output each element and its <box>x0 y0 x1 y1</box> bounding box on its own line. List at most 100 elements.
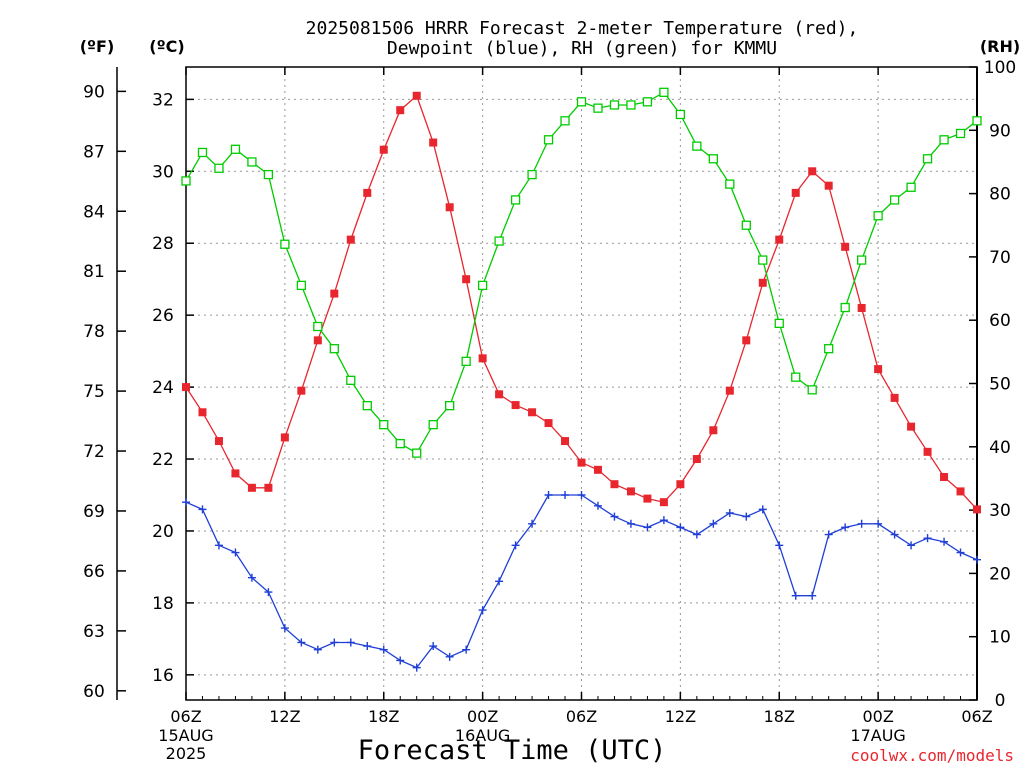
rh-tick-label: 100 <box>984 58 1016 78</box>
rh-tick-label: 30 <box>989 501 1011 521</box>
rh-point <box>445 401 455 411</box>
temperature-point <box>478 354 487 363</box>
dewpoint-point <box>956 548 965 557</box>
temperature-point <box>808 167 817 176</box>
grid-lines <box>186 67 977 700</box>
temperature-point <box>610 480 619 489</box>
dewpoint-point <box>841 523 850 532</box>
dewpoint-point <box>626 519 635 528</box>
rh-tick-label: 70 <box>989 248 1011 268</box>
dewpoint-point <box>379 645 388 654</box>
dewpoint-point <box>824 530 833 539</box>
x-tick-date-label: 15AUG <box>158 726 213 745</box>
temperature-point <box>709 426 718 435</box>
rh-point <box>412 448 422 458</box>
chart-title-line2: Dewpoint (blue), RH (green) for KMMU <box>387 38 777 59</box>
x-tick-label: 18Z <box>764 707 795 726</box>
rh-point <box>626 100 636 110</box>
dewpoint-point <box>857 519 866 528</box>
rh-point <box>906 182 916 192</box>
rh-point <box>725 179 735 189</box>
dewpoint-point <box>808 591 817 600</box>
temperature-point <box>214 437 223 446</box>
fahrenheit-tick-label: 75 <box>83 382 105 402</box>
rh-point <box>791 372 801 382</box>
temperature-point <box>379 145 388 154</box>
rh-point <box>560 116 570 126</box>
dewpoint-point <box>791 591 800 600</box>
rh-point <box>692 141 702 151</box>
temperature-point <box>363 188 372 197</box>
rh-point <box>856 255 867 265</box>
rh-point <box>543 135 554 145</box>
x-tick-label: 12Z <box>665 707 696 726</box>
fahrenheit-tick-label: 87 <box>83 142 105 162</box>
rh-point <box>280 239 290 249</box>
rh-tick-label: 60 <box>989 311 1011 331</box>
dewpoint-point <box>890 530 899 539</box>
x-tick-date-label: 17AUG <box>850 726 905 745</box>
temperature-point <box>528 408 537 417</box>
dewpoint-point <box>643 523 652 532</box>
celsius-tick-label: 24 <box>152 378 174 398</box>
rh-point <box>659 87 669 97</box>
rh-point <box>889 195 900 205</box>
dewpoint-point <box>478 606 487 615</box>
dewpoint-point <box>330 638 339 647</box>
rh-point <box>741 220 751 230</box>
plot-frame <box>185 66 978 701</box>
dewpoint-point <box>313 645 322 654</box>
rh-point <box>379 419 389 430</box>
rh-point <box>824 344 834 354</box>
dewpoint-point <box>676 523 685 532</box>
rh-point <box>197 147 208 158</box>
temperature-point <box>247 483 256 492</box>
rh-point <box>362 401 372 411</box>
celsius-tick-label: 28 <box>152 234 174 254</box>
rh-point <box>494 236 504 246</box>
rh-point <box>758 255 768 265</box>
rh-point <box>609 100 620 110</box>
temperature-point <box>429 138 438 147</box>
fahrenheit-tick-label: 78 <box>83 322 105 342</box>
temperature-point <box>923 447 932 456</box>
temperature-point <box>495 390 504 399</box>
rh-point <box>527 169 537 180</box>
rh-tick-label: 50 <box>989 375 1011 395</box>
temperature-point <box>264 483 273 492</box>
temperature-point <box>742 336 751 345</box>
x-tick-label: 06Z <box>961 707 992 726</box>
rh-point <box>263 169 274 180</box>
dewpoint-point <box>758 505 767 514</box>
dewpoint-point <box>742 512 751 521</box>
fahrenheit-tick-label: 60 <box>83 682 105 702</box>
temperature-point <box>725 386 734 395</box>
temperature-point <box>956 487 965 496</box>
dewpoint-point <box>511 541 520 550</box>
rh-tick-label: 10 <box>989 628 1011 648</box>
temperature-point <box>231 469 240 478</box>
temperature-point <box>182 383 190 392</box>
temperature-point <box>396 106 405 115</box>
temperature-point <box>593 465 602 474</box>
chart-title-line1: 2025081506 HRRR Forecast 2-meter Tempera… <box>306 18 859 39</box>
dewpoint-point <box>264 588 273 597</box>
rh-point <box>296 280 307 291</box>
fahrenheit-unit-label: (ºF) <box>80 37 115 56</box>
dewpoint-point <box>940 537 949 546</box>
temperature-point <box>659 498 668 507</box>
temperature-point <box>462 275 471 284</box>
x-axis-label: Forecast Time (UTC) <box>358 735 667 766</box>
x-tick-label: 18Z <box>368 707 399 726</box>
dewpoint-point <box>363 642 372 651</box>
rh-point <box>395 438 405 449</box>
dewpoint-point <box>659 516 668 525</box>
dewpoint-point <box>429 642 438 651</box>
dewpoint-point <box>182 498 190 507</box>
dewpoint-point <box>412 663 421 672</box>
x-tick-year-label: 2025 <box>166 744 207 763</box>
rh-point <box>576 97 587 107</box>
x-tick-label: 06Z <box>170 707 201 726</box>
credit-text: coolwx.com/models <box>850 746 1014 765</box>
